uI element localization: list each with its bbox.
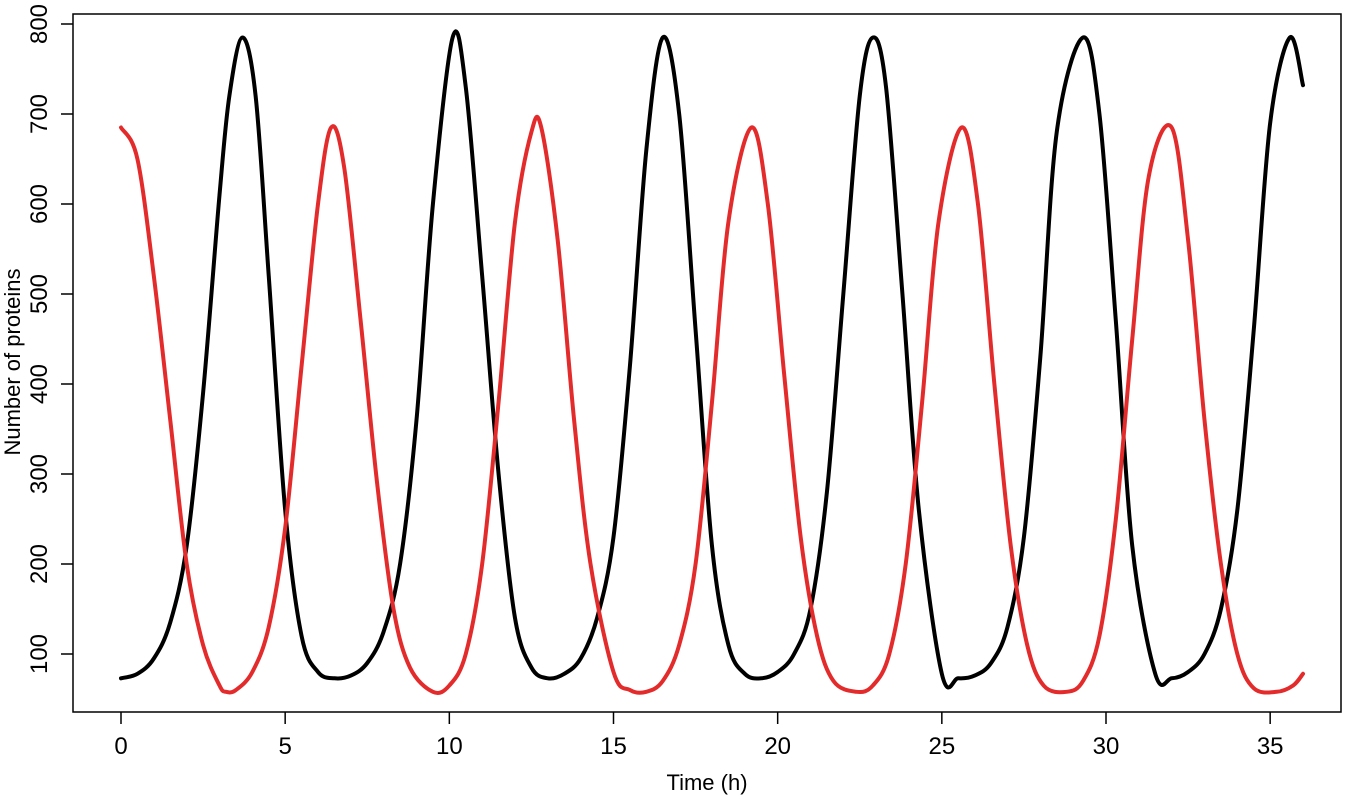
y-tick-label: 600 xyxy=(26,184,53,224)
series-line-1 xyxy=(119,29,1305,690)
y-tick-label: 200 xyxy=(26,544,53,584)
y-tick-label: 300 xyxy=(26,454,53,494)
series-line-2 xyxy=(119,114,1305,695)
plot-frame xyxy=(72,13,1342,713)
x-tick-label: 25 xyxy=(928,733,955,760)
x-axis: 0 5 10 15 20 25 30 35 xyxy=(114,712,1284,760)
y-tick-label: 400 xyxy=(26,364,53,404)
x-tick-label: 0 xyxy=(114,733,127,760)
x-tick-label: 5 xyxy=(278,733,291,760)
series-layer xyxy=(119,29,1305,695)
x-tick-label: 35 xyxy=(1257,733,1284,760)
y-tick-label: 500 xyxy=(26,274,53,314)
y-tick-label: 100 xyxy=(26,634,53,674)
y-axis-label: Number of proteins xyxy=(0,268,25,455)
y-tick-label: 800 xyxy=(26,4,53,44)
x-tick-label: 10 xyxy=(436,733,463,760)
x-tick-label: 15 xyxy=(600,733,627,760)
x-axis-label: Time (h) xyxy=(666,770,747,795)
y-tick-label: 700 xyxy=(26,94,53,134)
x-tick-label: 20 xyxy=(764,733,791,760)
y-axis: 100 200 300 400 500 600 700 800 xyxy=(26,4,73,674)
x-tick-label: 30 xyxy=(1093,733,1120,760)
